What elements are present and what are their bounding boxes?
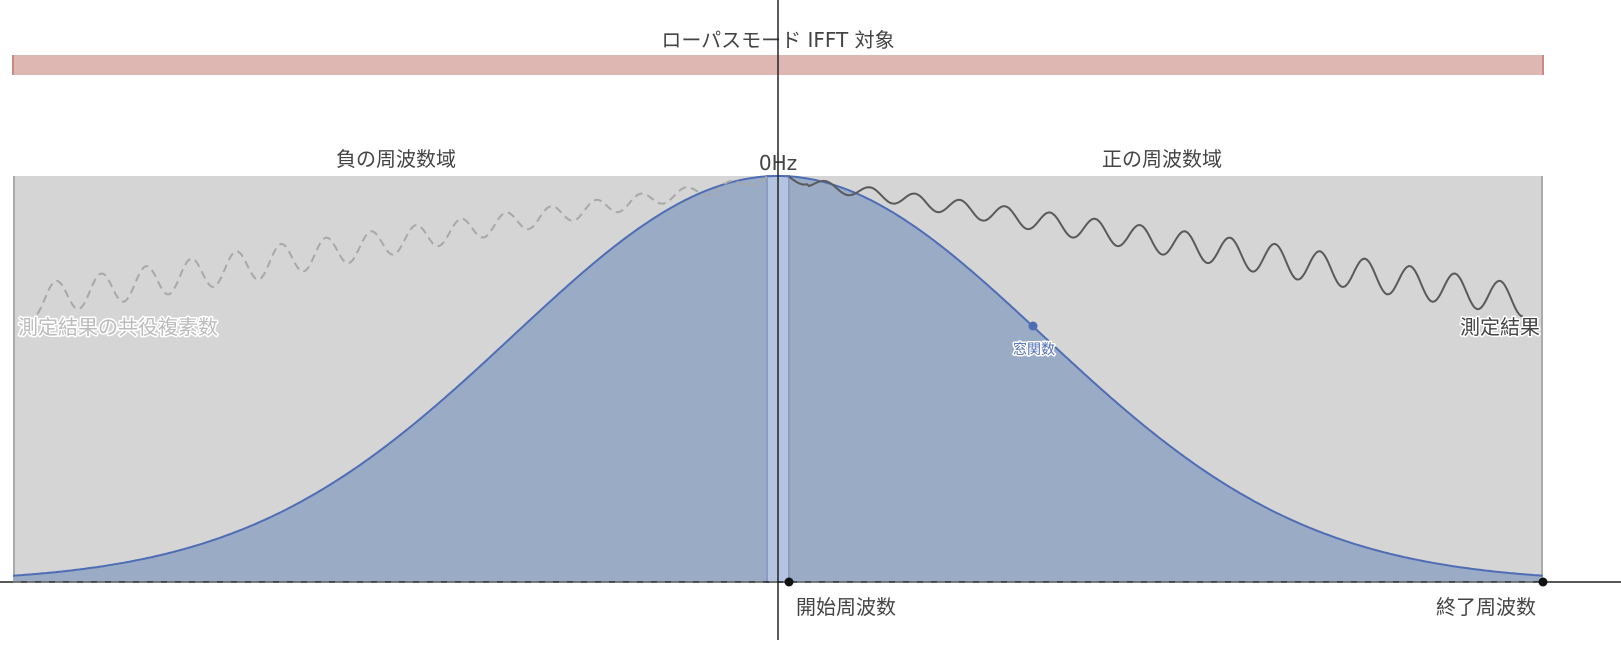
end-frequency-label: 終了周波数 [1436,595,1536,619]
window-function-marker [1028,321,1038,331]
start-frequency-marker [784,577,794,587]
start-frequency-label: 開始周波数 [796,595,896,619]
conjugate-result-curve [32,175,768,318]
measured-result-curve [788,175,1524,318]
conjugate-label: 測定結果の共役複素数 [18,315,218,339]
end-frequency-marker [1538,577,1548,587]
ifft-range-left-edge [12,55,14,75]
negative-domain-label: 負の周波数域 [336,147,456,171]
ifft-range-right-edge [1542,55,1544,75]
window-function-label: 窓関数 [1013,341,1055,358]
positive-domain-label: 正の周波数域 [1102,147,1222,171]
measured-label: 測定結果 [1460,315,1540,339]
